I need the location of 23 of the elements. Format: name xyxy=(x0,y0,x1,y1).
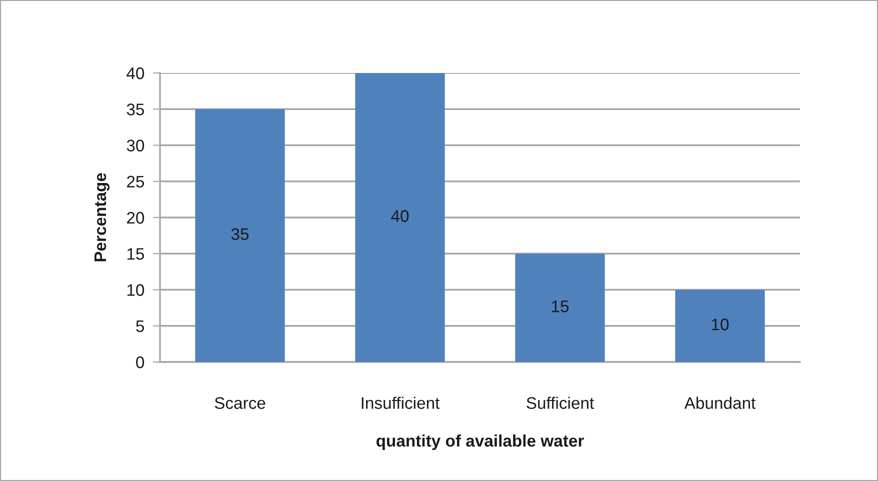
bar xyxy=(195,109,285,362)
bar xyxy=(515,254,605,362)
x-tick-label: Scarce xyxy=(214,397,266,409)
y-tick-label: 25 xyxy=(127,176,144,188)
y-tick-label: 35 xyxy=(126,104,144,116)
y-tick-label: 0 xyxy=(136,356,144,368)
y-tick-label: 15 xyxy=(127,248,144,260)
data-label: 10 xyxy=(712,318,729,330)
y-tick-label: 5 xyxy=(136,320,144,332)
y-tick-label: 10 xyxy=(127,284,144,296)
y-tick-label: 30 xyxy=(126,140,144,152)
x-tick-label: Abundant xyxy=(684,396,756,409)
bar xyxy=(675,290,765,362)
data-label: 15 xyxy=(552,300,569,312)
x-tick-label: Insufficient xyxy=(362,396,440,409)
y-tick-label: 40 xyxy=(126,67,144,80)
y-tick-label: 20 xyxy=(127,212,144,224)
bar xyxy=(355,73,445,362)
x-axis-title: quantity of available water xyxy=(376,434,584,450)
data-label: 40 xyxy=(391,210,409,222)
x-tick-label: Sufficient xyxy=(526,396,594,409)
y-axis-title: Percentage xyxy=(94,173,110,262)
data-label: 35 xyxy=(231,228,249,240)
